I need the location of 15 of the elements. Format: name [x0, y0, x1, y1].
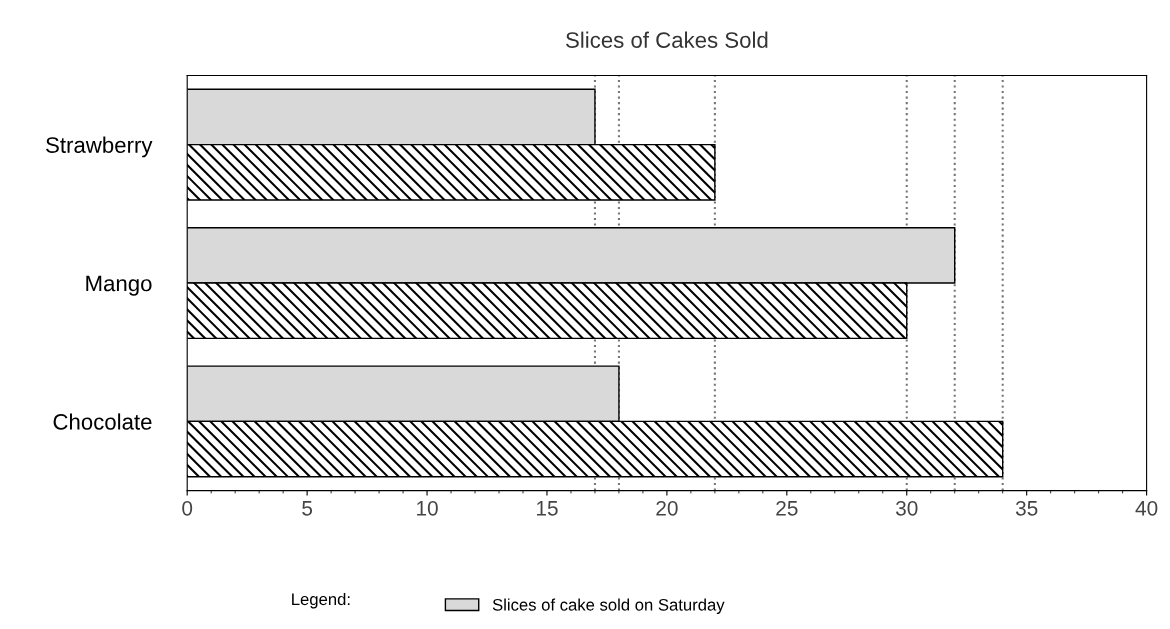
x-tick-label: 5 — [302, 501, 313, 516]
x-tick-label: 40 — [1135, 500, 1158, 516]
legend-label: Slices of cake sold on Saturday — [492, 598, 725, 614]
x-tick-label: 30 — [895, 500, 918, 516]
chart-title: Slices of Cakes Sold — [566, 31, 768, 48]
y-tick-label: Chocolate — [53, 413, 152, 430]
x-tick-label: 35 — [1015, 500, 1038, 516]
x-tick-label: 20 — [656, 500, 678, 516]
x-tick-label: 10 — [417, 500, 438, 516]
y-tick-label: Mango — [86, 275, 152, 296]
x-tick-label: 0 — [182, 500, 193, 516]
y-tick-label: Strawberry — [46, 136, 153, 158]
legend-title: Legend: — [292, 592, 350, 609]
x-tick-label: 25 — [776, 500, 798, 516]
x-tick-label: 15 — [536, 501, 558, 516]
